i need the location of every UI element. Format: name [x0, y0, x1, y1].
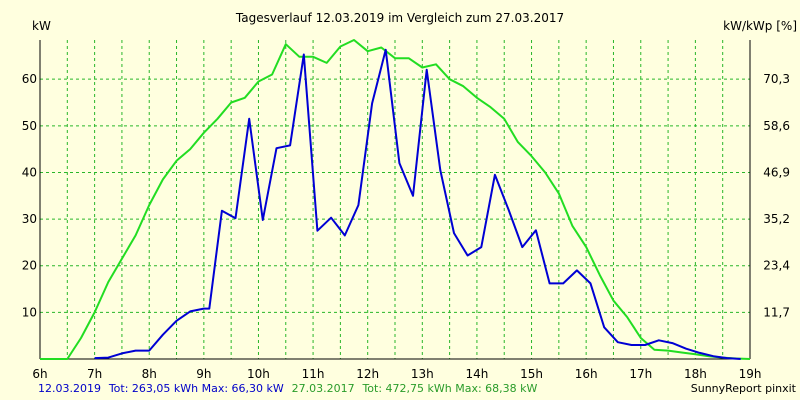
x-tick-label: 15h: [520, 367, 543, 381]
series-line-12.03.2019: [94, 48, 741, 360]
y-tick-label-left: 10: [22, 305, 37, 319]
y-tick-label-right: 11,7: [763, 305, 790, 319]
x-tick-label: 6h: [32, 367, 47, 381]
x-tick-label: 18h: [684, 367, 707, 381]
footer-credit: SunnyReport pinxit: [691, 382, 797, 395]
x-tick-labels: 6h 7h 8h 9h 10h 11h 12h 13h 14h 15h 16h 17h 18h 19h: [32, 367, 761, 381]
x-tick-label: 13h: [411, 367, 434, 381]
x-tick-label: 9h: [196, 367, 211, 381]
footer-series-2-date: 27.03.2017: [292, 382, 355, 395]
x-tick-label: 16h: [575, 367, 598, 381]
x-tick-label: 17h: [629, 367, 652, 381]
x-tick-label: 8h: [142, 367, 157, 381]
y-tick-label-right: 23,4: [763, 259, 790, 273]
series-layer: [40, 39, 751, 360]
footer-series-1-stats: Tot: 263,05 kWh Max: 66,30 kW: [108, 382, 284, 395]
x-tick-label: 10h: [247, 367, 270, 381]
x-tick-label: 11h: [302, 367, 325, 381]
y-tick-label-right: 46,9: [763, 165, 790, 179]
series-line-27.03.2017: [40, 39, 751, 360]
y-axis-label-right: kW/kWp [%]: [723, 19, 797, 33]
y-tick-label-right: 35,2: [763, 212, 790, 226]
y-tick-labels-right: 11,7 23,4 35,2 46,9 58,6 70,3: [763, 72, 790, 319]
footer-legend: 12.03.2019 Tot: 263,05 kWh Max: 66,30 kW…: [38, 381, 538, 395]
axes: [39, 40, 751, 360]
y-tick-label-left: 40: [22, 165, 37, 179]
footer-series-1-date: 12.03.2019: [38, 382, 101, 395]
y-tick-label-right: 58,6: [763, 119, 790, 133]
y-tick-label-right: 70,3: [763, 72, 790, 86]
chart-title: Tagesverlauf 12.03.2019 im Vergleich zum…: [235, 11, 564, 25]
x-tick-label: 7h: [87, 367, 102, 381]
x-tick-label: 14h: [465, 367, 488, 381]
footer-series-2-stats: Tot: 472,75 kWh Max: 68,38 kW: [361, 382, 537, 395]
y-axis-label-left: kW: [32, 19, 51, 33]
y-tick-labels-left: 10 20 30 40 50 60: [22, 72, 37, 319]
x-tick-label: 12h: [356, 367, 379, 381]
x-tick-label: 19h: [739, 367, 762, 381]
y-tick-label-left: 30: [22, 212, 37, 226]
y-tick-label-left: 60: [22, 72, 37, 86]
y-tick-label-left: 20: [22, 259, 37, 273]
y-tick-label-left: 50: [22, 119, 37, 133]
